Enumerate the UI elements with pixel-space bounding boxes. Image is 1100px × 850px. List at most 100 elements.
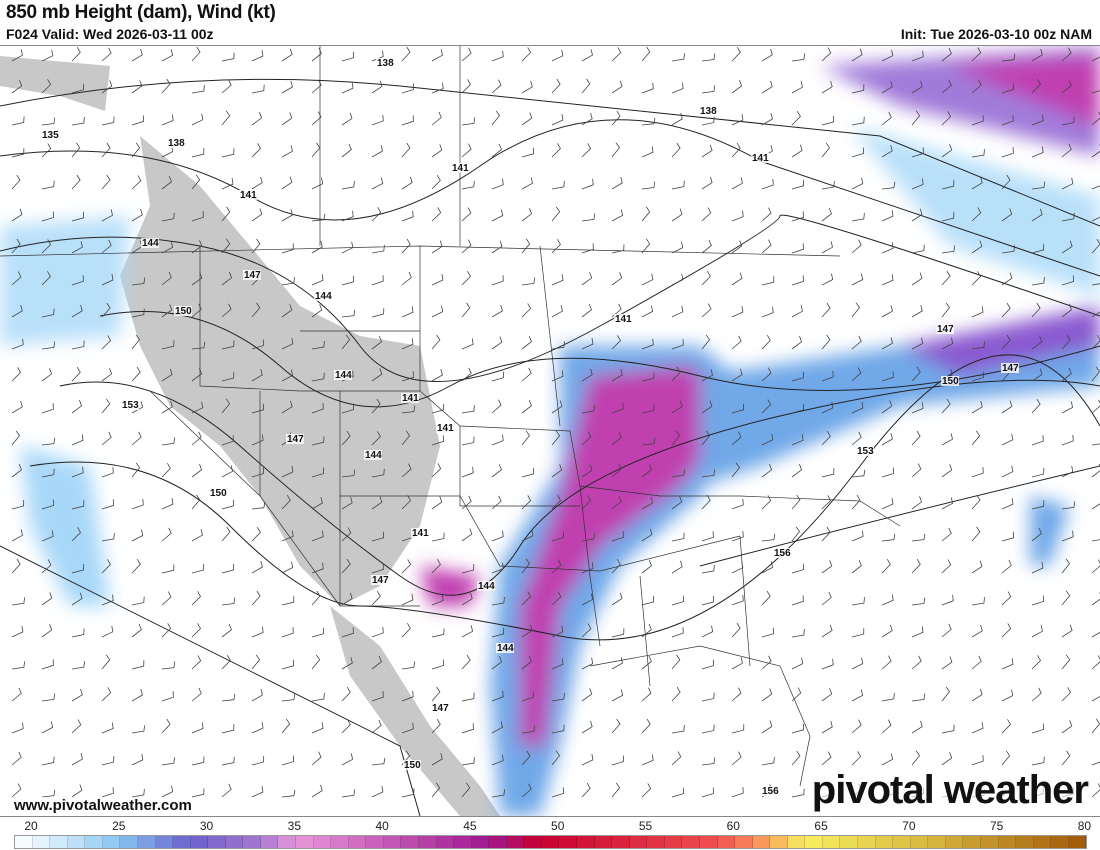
wind-barb xyxy=(1031,181,1046,190)
wind-barb xyxy=(611,368,623,382)
contour-label-bg xyxy=(209,488,227,498)
wind-barb xyxy=(551,495,561,510)
wind-barb xyxy=(731,751,742,766)
wind-barb xyxy=(1001,719,1011,734)
contour-label: 141 xyxy=(615,314,632,325)
contour-label-bg xyxy=(121,400,139,410)
colorbar-swatch xyxy=(436,836,455,848)
contour-label: 147 xyxy=(432,703,449,714)
wind-barb xyxy=(251,467,264,478)
wind-barb xyxy=(41,789,56,798)
wind-barb xyxy=(1091,216,1100,222)
wind-barb xyxy=(131,623,142,638)
wind-barb xyxy=(821,624,833,638)
wind-barb xyxy=(491,463,502,478)
wind-barb xyxy=(71,211,85,222)
wind-barb xyxy=(671,142,681,158)
wind-barb xyxy=(521,430,531,446)
wind-barb xyxy=(41,143,52,158)
wind-barb xyxy=(431,207,442,222)
wind-barb xyxy=(911,50,924,62)
wind-barb xyxy=(1091,592,1100,606)
wind-barb xyxy=(221,52,235,62)
wind-barb xyxy=(191,756,205,766)
wind-barb xyxy=(221,178,234,190)
wind-barb xyxy=(311,751,322,766)
wind-barb xyxy=(281,693,296,702)
contour-label: 147 xyxy=(372,575,389,586)
wind-barb xyxy=(11,463,22,478)
contour-label-bg xyxy=(436,423,454,433)
wind-barb xyxy=(371,398,381,414)
wind-barb xyxy=(761,688,773,702)
wind-barb xyxy=(491,240,503,254)
wind-barb xyxy=(491,656,503,670)
wind-barb xyxy=(761,433,774,446)
wind-barb xyxy=(1091,111,1100,126)
wind-barb xyxy=(641,82,654,94)
wind-barb xyxy=(191,623,201,638)
wind-barb xyxy=(551,274,564,286)
wind-barb xyxy=(311,722,324,734)
wind-barb xyxy=(431,463,442,478)
wind-barb xyxy=(311,436,325,446)
wind-barb xyxy=(971,79,982,94)
wind-barb xyxy=(701,625,714,638)
wind-barb xyxy=(71,434,84,446)
wind-barb xyxy=(581,562,594,574)
wind-barb xyxy=(791,629,805,638)
website-url[interactable]: www.pivotalweather.com xyxy=(14,797,192,814)
wind-barb xyxy=(911,558,921,574)
wind-barb xyxy=(911,720,923,734)
wind-barb xyxy=(1061,501,1076,510)
weather-map[interactable]: 135 138 138 138 141 141 141 141 144 144 144 144 141 1… xyxy=(0,45,1100,817)
wind-barb xyxy=(71,117,85,126)
wind-barb xyxy=(791,464,803,478)
wind-barb xyxy=(371,207,382,222)
wind-barb xyxy=(911,272,923,286)
wind-barb xyxy=(911,147,924,158)
colorbar-swatch xyxy=(137,836,156,848)
contour-label-bg xyxy=(334,370,352,380)
wind-barb xyxy=(401,722,414,734)
wind-barb xyxy=(341,496,353,510)
wind-barb xyxy=(401,661,416,670)
wind-barb xyxy=(581,464,593,478)
wind-barb xyxy=(161,527,172,542)
wind-barb xyxy=(1031,336,1043,350)
wind-barb xyxy=(581,338,594,350)
wind-barb xyxy=(551,591,562,606)
wind-barb xyxy=(971,400,983,414)
wind-barb xyxy=(281,659,294,670)
wind-barb xyxy=(11,783,22,798)
wind-barb xyxy=(731,368,743,382)
wind-barb xyxy=(491,627,505,638)
wind-barb xyxy=(941,302,951,318)
wind-barb xyxy=(851,559,862,574)
wind-barb xyxy=(701,430,711,446)
wind-barb xyxy=(821,273,834,286)
wind-barb xyxy=(41,308,55,318)
wind-barb xyxy=(521,335,532,350)
contour-labels: 135 138 138 138 141 141 141 141 144 144 144 144 141 1… xyxy=(41,58,1019,797)
wind-barb xyxy=(551,658,564,670)
contour-label-bg xyxy=(496,643,514,653)
wind-barb xyxy=(491,754,504,766)
wind-barb xyxy=(401,788,415,798)
colorbar-tick-label: 70 xyxy=(902,819,916,833)
contour-label-bg xyxy=(699,106,717,116)
wind-barb xyxy=(161,718,171,734)
wind-barb xyxy=(1061,143,1072,158)
wind-barb xyxy=(971,47,982,62)
contour-label-bg xyxy=(141,238,159,248)
wind-barb xyxy=(1001,272,1013,286)
wind-barb xyxy=(701,303,712,318)
wind-barb xyxy=(71,241,83,254)
wind-barb xyxy=(341,210,354,222)
colorbar-swatch xyxy=(489,836,507,848)
colorbar-swatch xyxy=(208,836,226,848)
wind-barb xyxy=(701,334,711,350)
wind-barb xyxy=(821,431,831,446)
wind-barb xyxy=(851,273,864,286)
wind-barb xyxy=(311,240,323,254)
